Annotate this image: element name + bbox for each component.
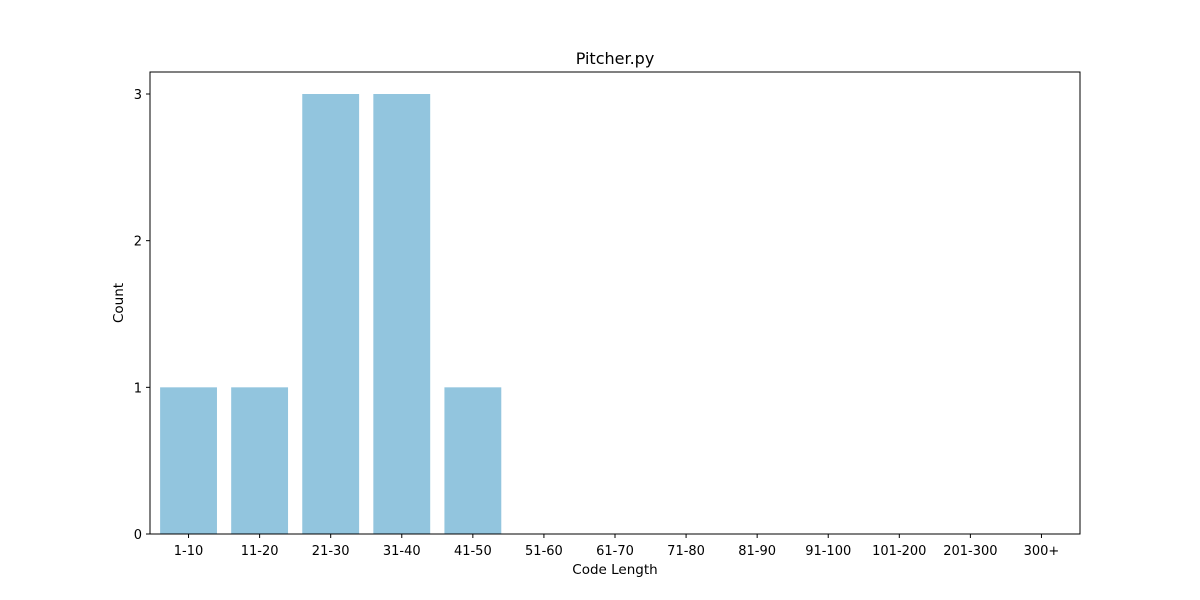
x-axis-label: Code Length (572, 562, 657, 578)
y-tick-label: 0 (134, 528, 142, 543)
x-tick-label: 31-40 (383, 544, 421, 559)
x-axis: 1-10 11-20 21-30 31-40 41-50 51-60 61-70 71-80 8… (174, 534, 1060, 559)
bar-11-20 (231, 387, 289, 534)
x-tick-label: 51-60 (525, 544, 563, 559)
x-tick-label: 11-20 (241, 544, 279, 559)
x-tick-label: 21-30 (312, 544, 350, 559)
bar-41-50 (444, 387, 502, 534)
plot-area-frame (149, 71, 1081, 535)
chart-title: Pitcher.py (576, 49, 655, 68)
x-tick-label: 81-90 (738, 544, 776, 559)
x-tick-label: 71-80 (667, 544, 705, 559)
bars-group (160, 94, 502, 534)
bar-1-10 (160, 387, 217, 534)
x-tick-label: 201-300 (943, 544, 997, 559)
x-tick-label: 1-10 (174, 544, 204, 559)
x-tick-label: 41-50 (454, 544, 492, 559)
bar-31-40 (373, 94, 431, 534)
y-tick-label: 3 (134, 88, 142, 103)
y-tick-label: 1 (134, 381, 142, 396)
x-tick-label: 61-70 (596, 544, 634, 559)
x-tick-label: 101-200 (872, 544, 926, 559)
x-tick-label: 91-100 (805, 544, 851, 559)
y-axis: 0 1 2 3 (134, 88, 150, 543)
x-tick-label: 300+ (1024, 544, 1060, 559)
y-axis-label: Count (111, 283, 127, 323)
bar-21-30 (302, 94, 360, 534)
y-tick-label: 2 (134, 235, 142, 250)
